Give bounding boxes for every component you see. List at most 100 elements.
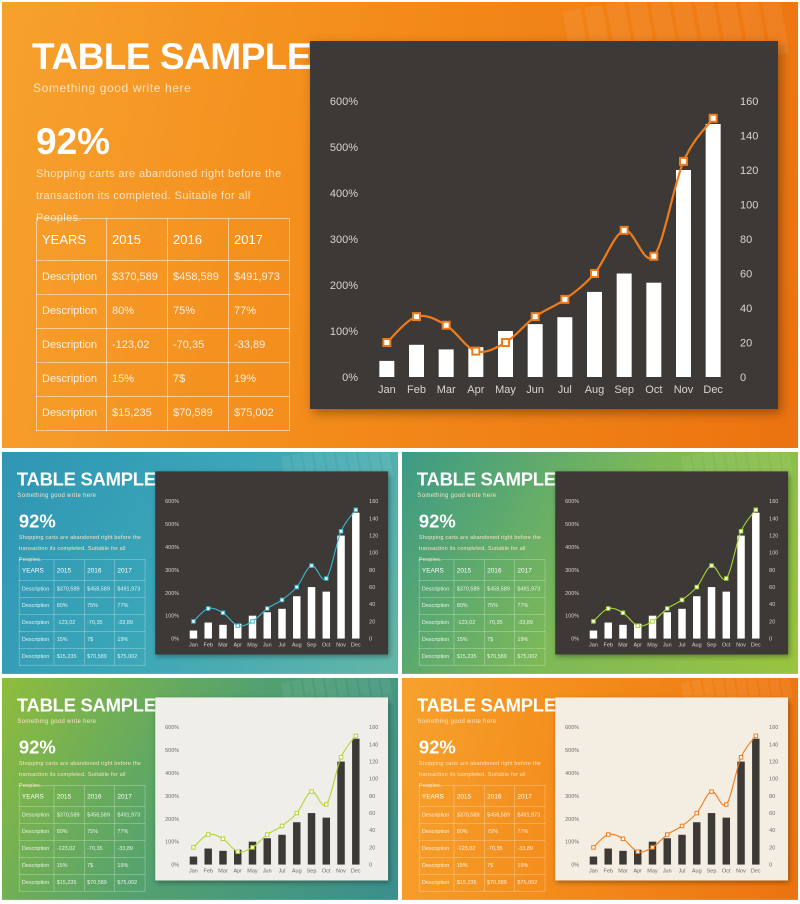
table-row: Description 80% 75% 77% [36, 294, 290, 329]
table-cell: $458,589 [84, 806, 115, 824]
y-left-tick-label: 400% [330, 188, 358, 200]
table-cell: $15,235 [53, 648, 85, 666]
y-right-tick-label: 20 [369, 619, 375, 625]
table-cell: 15% [453, 631, 485, 649]
table-cell: 15% [453, 857, 485, 875]
table-cell: Description [418, 806, 455, 824]
x-tick-label: Apr [233, 869, 242, 875]
y-right-tick-label: 160 [769, 725, 778, 731]
y-left-tick-label: 300% [565, 568, 579, 574]
chart-bar [379, 360, 395, 377]
x-tick-label: Nov [674, 384, 694, 396]
x-tick-label: May [247, 869, 258, 875]
description-text: Shopping carts are abandoned right befor… [418, 534, 542, 563]
chart-panel: 0% 100% 200% 300% 400% 500% 600% 0 20 40 60 80 100 12… [555, 471, 789, 655]
chart-line-point [560, 294, 570, 304]
description-text: Shopping carts are abandoned right befor… [18, 760, 142, 789]
table-cell: Description [36, 328, 107, 363]
x-tick-label: Jun [263, 869, 272, 875]
table-cell: Description [36, 362, 107, 397]
y-right-tick-label: 140 [369, 742, 378, 748]
chart-bar [219, 624, 227, 639]
slide-content: TABLE SAMPLE Something good write here 9… [2, 452, 398, 674]
y-right-tick-label: 40 [369, 828, 375, 834]
slide-title: TABLE SAMPLE [32, 36, 312, 77]
y-right-tick-label: 120 [769, 760, 778, 766]
table-row: Description $370,589 $458,589 $491,973 [18, 806, 146, 824]
x-tick-label: Jul [679, 643, 686, 649]
x-tick-label: Aug [292, 643, 302, 649]
chart-bar [337, 535, 345, 639]
x-tick-label: May [647, 643, 658, 649]
chart-bar [663, 612, 671, 639]
table-cell: 80% [453, 823, 485, 841]
chart-line-point [620, 836, 626, 842]
table-cell: -70,35 [484, 614, 515, 632]
y-left-tick-label: 300% [165, 568, 179, 574]
table-cell: 77% [514, 597, 546, 615]
chart-bar [648, 615, 657, 639]
chart-bar [322, 591, 331, 639]
chart-bar [248, 615, 257, 639]
table-cell: 77% [114, 597, 146, 615]
table-cell: 75% [484, 597, 515, 615]
table-cell: Description [36, 260, 107, 295]
table-row: Description $15,235 $70,589 $75,002 [18, 874, 146, 892]
slide-variant-lime-light[interactable]: TABLE SAMPLE Something good write here 9… [2, 678, 398, 900]
combo-chart: 0% 100% 200% 300% 400% 500% 600% 0 20 40 60 80 100 12… [165, 725, 378, 875]
chart-panel: 0% 100% 200% 300% 400% 500% 600% 0 20 40 60 80 100 12… [155, 697, 389, 881]
x-tick-label: Jan [378, 384, 396, 396]
table-header: 2015 [53, 785, 85, 807]
y-right-tick-label: 0 [769, 637, 772, 643]
chart-line [386, 117, 715, 353]
chart-line-point [708, 113, 718, 123]
chart-bar [322, 817, 331, 865]
y-right-tick-label: 120 [740, 165, 758, 177]
x-tick-label: Jan [189, 643, 198, 649]
chart-line-point [679, 156, 688, 166]
y-right-tick-label: 100 [740, 200, 758, 212]
combo-chart: 0% 100% 200% 300% 400% 500% 600% 0 20 40 60 80 100 12… [330, 96, 759, 396]
table-cell: 80% [53, 597, 85, 615]
table-cell: $15,235 [453, 874, 485, 892]
table-header: 2016 [484, 785, 515, 807]
table-cell: 7$ [484, 857, 515, 875]
x-tick-label: Jun [663, 869, 672, 875]
y-left-tick-label: 500% [330, 142, 358, 154]
table-header: 2015 [453, 785, 485, 807]
y-left-tick-label: 200% [565, 817, 579, 823]
chart-line-point [324, 802, 329, 807]
slide-content: TABLE SAMPLE Something good write here 9… [2, 2, 798, 448]
table-cell: Description [418, 840, 455, 858]
chart-bar [337, 761, 345, 865]
slide-variant-green[interactable]: TABLE SAMPLE Something good write here 9… [402, 452, 798, 674]
y-left-tick-label: 200% [165, 591, 179, 597]
chart-bar [587, 291, 602, 377]
chart-bar [438, 349, 454, 377]
chart-bar [693, 822, 701, 865]
table-row: Description 80% 75% 77% [418, 823, 546, 841]
table-cell: 77% [514, 823, 546, 841]
combo-chart: 0% 100% 200% 300% 400% 500% 600% 0 20 40 60 80 100 12… [165, 499, 378, 649]
slide-main-orange[interactable]: TABLE SAMPLE Something good write here 9… [2, 2, 798, 448]
slide-variant-blue[interactable]: TABLE SAMPLE Something good write here 9… [2, 452, 398, 674]
table-row: Description 15% 7$ 19% [418, 631, 546, 649]
data-table: YEARS 2015 2016 2017 Description $370,58… [418, 785, 546, 892]
table-cell: -33,89 [514, 614, 546, 632]
slide-variant-orange-light[interactable]: TABLE SAMPLE Something good write here 9… [402, 678, 798, 900]
table-row: Description 15% 7$ 19% [418, 857, 546, 875]
chart-panel: 0% 100% 200% 300% 400% 500% 600% 0 20 40 60 80 100 12… [155, 471, 389, 655]
table-header-row: YEARS 2015 2016 2017 [418, 559, 546, 581]
chart-bar [616, 273, 632, 377]
table-cell: $491,973 [228, 260, 290, 295]
chart-line-point [649, 251, 659, 261]
highlight-value: 92% [418, 737, 456, 758]
chart-bar [705, 124, 721, 377]
x-tick-label: Jan [589, 869, 598, 875]
highlight-value: 92% [18, 737, 56, 758]
slide-subtitle: Something good write here [17, 491, 97, 499]
table-cell: 75% [84, 597, 115, 615]
x-tick-label: Oct [722, 643, 731, 649]
chart-line-point [191, 619, 196, 624]
chart-line-point [665, 832, 670, 837]
